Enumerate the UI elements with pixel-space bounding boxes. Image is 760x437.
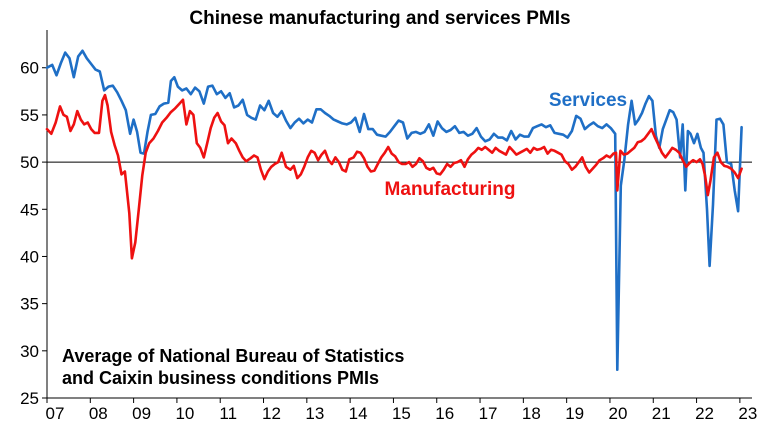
y-tick-label: 40	[20, 247, 39, 266]
x-tick-label: 11	[219, 404, 237, 423]
y-tick-label: 30	[20, 342, 39, 361]
x-tick-label: 10	[175, 404, 194, 423]
x-tick-label: 13	[305, 404, 324, 423]
note-line-2: and Caixin business conditions PMIs	[62, 368, 379, 388]
x-tick-label: 15	[392, 404, 411, 423]
x-tick-label: 08	[89, 404, 108, 423]
x-tick-label: 23	[738, 404, 757, 423]
y-tick-label: 25	[20, 389, 39, 408]
y-tick-label: 60	[20, 59, 39, 78]
x-tick-label: 21	[652, 404, 671, 423]
x-tick-label: 09	[132, 404, 151, 423]
y-tick-label: 50	[20, 153, 39, 172]
manufacturing-series-line	[45, 93, 743, 260]
note-line-1: Average of National Bureau of Statistics	[62, 346, 404, 366]
y-tick-label: 35	[20, 295, 39, 314]
x-tick-label: 20	[608, 404, 627, 423]
series-lines	[45, 49, 743, 371]
x-tick-label: 12	[262, 404, 281, 423]
x-tick-label: 18	[522, 404, 541, 423]
x-tick-label: 07	[46, 404, 65, 423]
x-tick-label: 22	[695, 404, 714, 423]
x-tick-label: 16	[435, 404, 454, 423]
services-series-label: Services	[549, 90, 627, 111]
chart-title: Chinese manufacturing and services PMIs	[189, 8, 570, 29]
y-tick-label: 55	[20, 106, 39, 125]
axes: 25 30 35 40 45 50 55 60 07 08 09 10 11 12 13 14 15 16 17 18…	[20, 30, 757, 423]
y-tick-label: 45	[20, 200, 39, 219]
manufacturing-series-label: Manufacturing	[385, 179, 516, 200]
services-series-line	[45, 49, 743, 371]
x-tick-label: 19	[565, 404, 584, 423]
x-tick-label: 17	[479, 404, 498, 423]
x-tick-label: 14	[349, 404, 368, 423]
